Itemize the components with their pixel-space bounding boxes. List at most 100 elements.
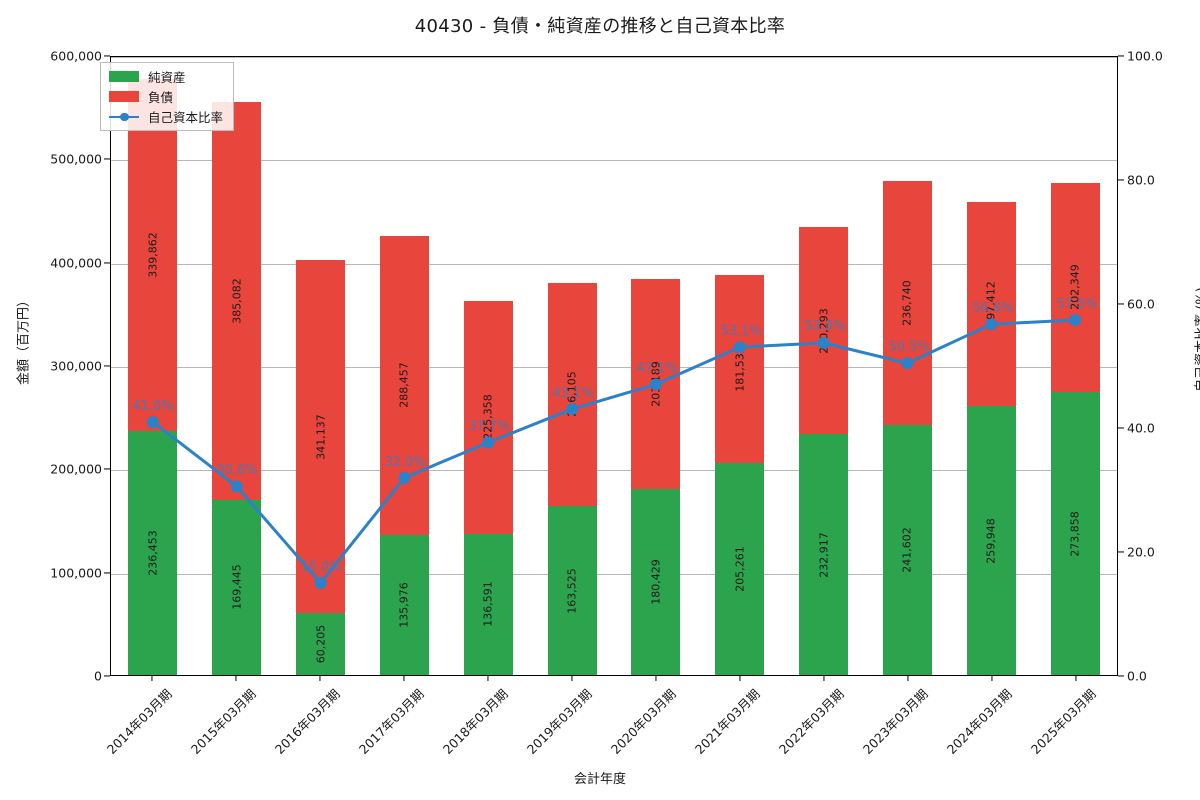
legend-dot: [120, 112, 129, 121]
gridline: [111, 57, 1117, 58]
y-axis-right-tick-label: 20.0: [1127, 544, 1155, 560]
bar-group[interactable]: 200,293 232,917: [799, 57, 849, 675]
bar-segment-equity[interactable]: 163,525: [547, 506, 597, 675]
x-axis-tick-label: 2025年03月期: [1027, 686, 1099, 757]
legend-item[interactable]: 自己資本比率: [109, 109, 224, 125]
bar-value-label: 273,858: [1068, 510, 1082, 557]
bar-group[interactable]: 216,105 163,525: [547, 57, 597, 675]
bar-value-label: 236,453: [146, 530, 160, 576]
y-axis-left-tick-label: 300,000: [50, 358, 102, 374]
bar-segment-equity[interactable]: 259,948: [966, 406, 1016, 675]
bar-value-label: 232,917: [817, 531, 831, 578]
bar-segment-liabilities[interactable]: 339,862: [128, 79, 178, 431]
bar-group[interactable]: 339,862 236,453: [128, 57, 178, 675]
bar-segment-equity[interactable]: 232,917: [799, 434, 849, 675]
bar-value-label: 135,976: [397, 582, 411, 628]
y-axis-right-tick-mark: [1118, 427, 1124, 429]
bar-value-label: 60,205: [314, 624, 328, 664]
ratio-value-label: 41.0%: [132, 398, 174, 414]
bar-segment-equity[interactable]: 241,602: [882, 425, 932, 675]
chart-title: 40430 - 負債・純資産の推移と自己資本比率: [414, 16, 786, 37]
bar-group[interactable]: 225,358 136,591: [463, 57, 513, 675]
y-axis-left-tick-label: 500,000: [50, 151, 102, 167]
x-axis-tick-label: 2021年03月期: [691, 686, 763, 757]
bar-segment-equity[interactable]: 205,261: [715, 462, 765, 675]
x-axis-tick-mark: [739, 676, 741, 681]
y-axis-left-tick-label: 400,000: [50, 255, 102, 271]
bar-segment-liabilities[interactable]: 225,358: [463, 301, 513, 534]
y-axis-right-tick-label: 100.0: [1127, 48, 1163, 64]
x-axis-tick-mark: [991, 676, 993, 681]
legend-label: 自己資本比率: [148, 110, 224, 125]
y-axis-left-tick-mark: [104, 55, 110, 57]
chart-legend: 純資産負債自己資本比率: [100, 62, 235, 131]
ratio-value-label: 53.8%: [804, 319, 846, 335]
bar-segment-equity[interactable]: 273,858: [1050, 392, 1100, 675]
bar-segment-equity[interactable]: 169,445: [212, 499, 262, 675]
y-axis-right-tick-label: 80.0: [1127, 172, 1155, 188]
x-axis-tick-mark: [403, 676, 405, 681]
legend-item[interactable]: 負債: [109, 89, 223, 105]
bar-value-label: 341,137: [314, 413, 328, 460]
y-axis-left-tick-mark: [104, 468, 110, 470]
bar-value-label: 236,740: [900, 280, 914, 326]
plot-area: 339,862 236,453 385,082 169,445 341,137 60,20…: [110, 56, 1118, 676]
bar-group[interactable]: 181,533 205,261: [715, 57, 765, 675]
x-axis-tick-label: 2017年03月期: [355, 686, 427, 757]
ratio-value-label: 43.1%: [552, 385, 594, 401]
x-axis-tick-label: 2022年03月期: [775, 686, 847, 757]
bar-segment-liabilities[interactable]: 202,349: [1050, 182, 1100, 393]
bar-series-container: 339,862 236,453 385,082 169,445 341,137 60,20…: [111, 57, 1117, 675]
x-axis-tick-mark: [907, 676, 909, 681]
ratio-value-label: 32.0%: [384, 454, 426, 470]
ratio-value-label: 47.1%: [636, 360, 678, 376]
ratio-value-label: 30.6%: [216, 463, 258, 479]
y-axis-right-tick-mark: [1118, 551, 1124, 553]
bar-group[interactable]: 197,412 259,948: [966, 57, 1016, 675]
x-axis-tick-label: 2023年03月期: [859, 686, 931, 757]
y-axis-right-label: 自己資本比率 (%): [1194, 287, 1200, 392]
bar-value-label: 259,948: [984, 517, 998, 564]
bar-value-label: 169,445: [230, 564, 244, 611]
bar-group[interactable]: 385,082 169,445: [212, 57, 262, 675]
bar-value-label: 181,533: [733, 346, 747, 392]
bar-segment-liabilities[interactable]: 236,740: [882, 180, 932, 426]
y-axis-left: 0 100,000 200,000 300,000 400,000 500,000 600,…: [0, 49, 110, 684]
x-axis-label: 会計年度: [573, 772, 626, 787]
x-axis-tick-label: 2016年03月期: [271, 686, 343, 757]
bar-value-label: 288,457: [397, 362, 411, 409]
bar-group[interactable]: 288,457 135,976: [379, 57, 429, 675]
bar-segment-liabilities[interactable]: 288,457: [379, 236, 429, 535]
bar-group[interactable]: 202,349 273,858: [1050, 57, 1100, 675]
x-axis-tick-mark: [823, 676, 825, 681]
y-axis-right-tick-mark: [1118, 179, 1124, 181]
x-axis-tick-label: 2014年03月期: [103, 686, 175, 757]
y-axis-left-tick-label: 600,000: [50, 48, 102, 64]
y-axis-right-tick-label: 0.0: [1127, 668, 1147, 684]
y-axis-left-tick-mark: [104, 675, 110, 677]
x-axis-tick-label: 2024年03月期: [943, 686, 1015, 757]
y-axis-left-tick-label: 0: [94, 668, 102, 684]
bar-segment-equity[interactable]: 136,591: [463, 533, 513, 675]
y-axis-right-tick-mark: [1118, 675, 1124, 677]
bar-segment-liabilities[interactable]: 181,533: [715, 275, 765, 463]
bar-segment-equity[interactable]: 236,453: [128, 430, 178, 675]
bar-segment-equity[interactable]: 60,205: [296, 612, 346, 675]
bar-group[interactable]: 236,740 241,602: [882, 57, 932, 675]
bar-segment-liabilities[interactable]: 203,189: [631, 278, 681, 489]
bar-value-label: 163,525: [565, 567, 579, 614]
bar-segment-equity[interactable]: 135,976: [379, 534, 429, 675]
bar-segment-equity[interactable]: 180,429: [631, 488, 681, 675]
legend-line-marker: [109, 111, 139, 122]
legend-item[interactable]: 純資産: [109, 69, 223, 85]
y-axis-left-tick-label: 100,000: [50, 565, 102, 581]
x-axis-tick-mark: [655, 676, 657, 681]
gridline: [111, 263, 1117, 265]
legend-color-swatch: [109, 91, 139, 102]
y-axis-left-label: 金額（百万円）: [16, 294, 32, 386]
x-axis-tick-mark: [235, 676, 237, 681]
bar-group[interactable]: 341,137 60,205: [296, 57, 346, 675]
bar-segment-liabilities[interactable]: 385,082: [212, 102, 262, 500]
y-axis-right-tick-mark: [1118, 303, 1124, 305]
